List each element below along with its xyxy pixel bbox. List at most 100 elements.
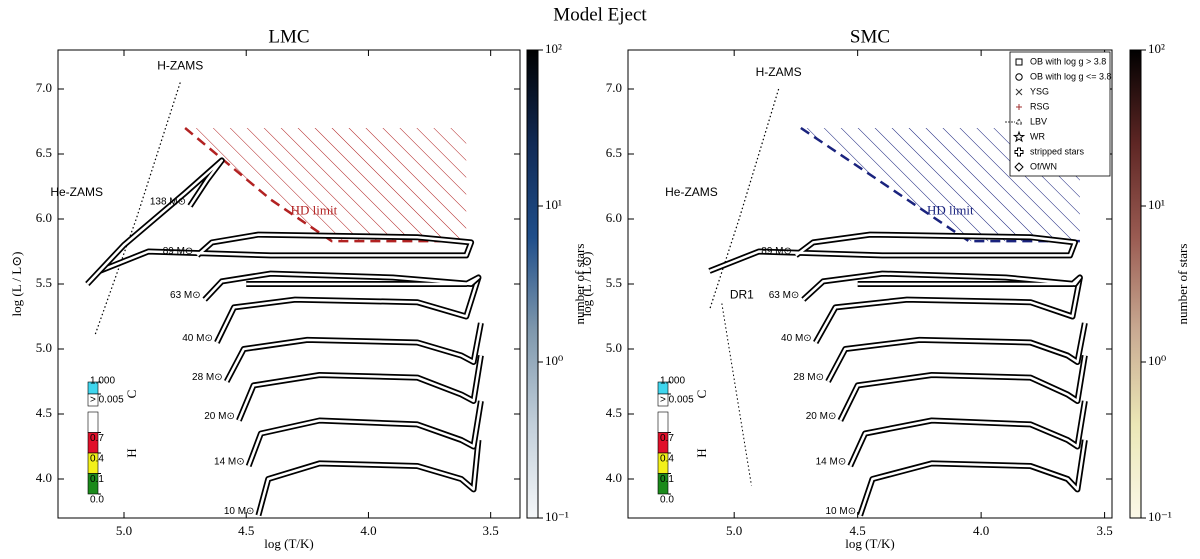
legend-frame bbox=[1009, 51, 1111, 177]
key-tick-label: 0.1 bbox=[660, 474, 674, 485]
mass-label: 40 M⊙ bbox=[182, 333, 213, 344]
legend-marker bbox=[1014, 147, 1024, 157]
track bbox=[214, 276, 482, 344]
y-tick-label: 5.5 bbox=[36, 275, 52, 290]
track-core bbox=[858, 439, 1087, 516]
h-zams-label: H-ZAMS bbox=[756, 65, 802, 79]
key-tick-label: 0.0 bbox=[90, 495, 104, 506]
colorbar-label: number of stars bbox=[1175, 244, 1190, 325]
y-axis-label: log (L / L⊙) bbox=[9, 252, 24, 317]
x-tick-label: 4.0 bbox=[360, 523, 376, 538]
he-zams-label: He-ZAMS bbox=[665, 185, 718, 199]
x-tick-label: 4.0 bbox=[973, 523, 989, 538]
track-core bbox=[237, 355, 483, 421]
y-tick-label: 4.0 bbox=[606, 470, 622, 485]
x-tick-label: 3.5 bbox=[1096, 523, 1112, 538]
y-tick-label: 6.5 bbox=[36, 145, 52, 160]
track bbox=[255, 439, 482, 517]
dr1-line bbox=[721, 303, 752, 486]
track bbox=[813, 276, 1083, 344]
key-tick-label: 1.000 bbox=[90, 376, 115, 387]
legend-marker bbox=[1012, 130, 1026, 143]
track bbox=[837, 355, 1088, 422]
colorbar bbox=[1129, 49, 1142, 519]
mass-label: 138 M⊙ bbox=[150, 197, 186, 208]
track-core bbox=[257, 439, 480, 516]
mass-label: 89 M⊙ bbox=[761, 246, 792, 257]
legend-marker bbox=[1005, 118, 1023, 125]
hd-limit-line bbox=[184, 127, 467, 243]
legend-label: stripped stars bbox=[1030, 146, 1085, 156]
colorbar-label: number of stars bbox=[572, 244, 587, 325]
plot-area: HD limit 10 M⊙ 14 M⊙ 20 M⊙ 28 M⊙ 40 M⊙ 63 M⊙ 89… bbox=[85, 82, 484, 517]
legend-marker bbox=[1015, 88, 1023, 96]
mass-label: 10 M⊙ bbox=[224, 506, 255, 517]
colorbar-tick-label: 10⁻¹ bbox=[545, 509, 569, 524]
x-tick-label: 4.5 bbox=[850, 523, 866, 538]
colorbar-tick-label: 10² bbox=[545, 41, 562, 56]
legend-marker bbox=[1015, 73, 1023, 81]
key-tick-label: > 0.005 bbox=[90, 395, 124, 406]
legend-label: Of/WN bbox=[1030, 161, 1057, 171]
track-core bbox=[99, 233, 473, 273]
key-label: H bbox=[124, 448, 139, 457]
track-core bbox=[826, 322, 1087, 383]
colorbar-tick-label: 10¹ bbox=[545, 197, 562, 212]
x-tick-label: 5.0 bbox=[726, 523, 742, 538]
key-tick-label: > 0.005 bbox=[660, 395, 694, 406]
y-tick-label: 4.5 bbox=[606, 405, 622, 420]
colorbar-tick-label: 10² bbox=[1148, 41, 1165, 56]
dr1-label: DR1 bbox=[730, 288, 754, 302]
track bbox=[224, 322, 484, 383]
colorbar-tick-label: 10⁰ bbox=[545, 353, 563, 368]
track-core bbox=[814, 277, 1082, 344]
key-tick-label: 0.7 bbox=[660, 433, 674, 444]
track-core bbox=[247, 400, 483, 467]
track-core bbox=[225, 322, 483, 383]
legend-marker bbox=[1014, 162, 1024, 172]
panel-title: LMC bbox=[268, 26, 309, 47]
x-axis-label: log (T/K) bbox=[845, 536, 894, 551]
key-swatch bbox=[657, 411, 669, 433]
mass-label: 89 M⊙ bbox=[163, 246, 194, 257]
key-swatch bbox=[87, 473, 99, 495]
track-core bbox=[86, 159, 224, 285]
legend-label: LBV bbox=[1030, 116, 1047, 126]
mass-label: 14 M⊙ bbox=[214, 457, 245, 468]
colorbar-tick-label: 10⁰ bbox=[1148, 353, 1166, 368]
track-core bbox=[802, 272, 1082, 301]
key-tick-label: 0.4 bbox=[90, 454, 104, 465]
legend-label: WR bbox=[1030, 131, 1045, 141]
legend-label: YSG bbox=[1030, 86, 1049, 96]
y-tick-label: 5.5 bbox=[606, 275, 622, 290]
y-tick-label: 6.0 bbox=[606, 210, 622, 225]
legend-label: RSG bbox=[1030, 101, 1050, 111]
mass-label: 14 M⊙ bbox=[816, 457, 847, 468]
key-swatch bbox=[657, 393, 669, 407]
h-zams-line bbox=[708, 88, 780, 311]
key-swatch bbox=[657, 473, 669, 495]
y-tick-label: 7.0 bbox=[36, 80, 52, 95]
key-tick-label: 0.0 bbox=[660, 495, 674, 506]
mass-label: 40 M⊙ bbox=[781, 333, 812, 344]
mass-label: 20 M⊙ bbox=[806, 411, 837, 422]
mass-label: 63 M⊙ bbox=[769, 290, 800, 301]
mass-label: 20 M⊙ bbox=[204, 411, 235, 422]
y-tick-label: 5.0 bbox=[36, 340, 52, 355]
he-zams-label: He-ZAMS bbox=[50, 185, 103, 199]
key-tick-label: 0.4 bbox=[660, 454, 674, 465]
x-tick-label: 5.0 bbox=[116, 523, 132, 538]
x-tick-label: 4.5 bbox=[238, 523, 254, 538]
figure-title: Model Eject bbox=[553, 4, 647, 25]
legend-marker bbox=[1016, 104, 1022, 110]
track-core bbox=[849, 400, 1087, 467]
key-label: C bbox=[124, 390, 139, 399]
mass-label: 63 M⊙ bbox=[170, 290, 201, 301]
y-tick-label: 4.5 bbox=[36, 405, 52, 420]
track-core bbox=[709, 233, 1077, 273]
legend-label: OB with log g > 3.8 bbox=[1030, 56, 1106, 66]
x-tick-label: 3.5 bbox=[483, 523, 499, 538]
y-tick-label: 6.0 bbox=[36, 210, 52, 225]
hd-limit-line bbox=[800, 126, 1080, 243]
